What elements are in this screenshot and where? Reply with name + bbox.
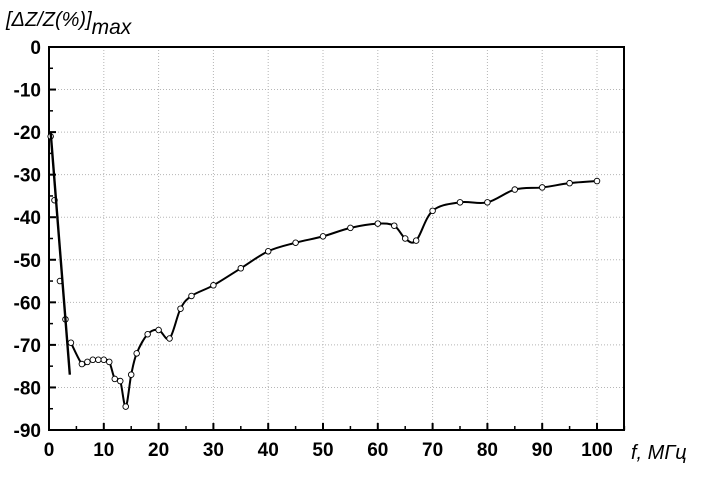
data-point [429, 207, 436, 215]
x-tick-label: 30 [203, 440, 224, 461]
x-tick-label: 60 [367, 440, 388, 461]
data-point [390, 222, 398, 229]
data-point [84, 358, 91, 366]
data-point [210, 282, 217, 289]
y-tick-label: -90 [14, 421, 41, 442]
data-point [511, 186, 519, 193]
y-tick-label: -70 [14, 336, 41, 357]
y-tick-label: -10 [14, 81, 41, 102]
x-tick-label: 80 [477, 440, 498, 461]
data-point [177, 305, 184, 312]
plot-frame [48, 46, 625, 431]
data-point [78, 360, 86, 368]
y-tick-label: -80 [14, 378, 41, 399]
x-tick-label: 10 [93, 440, 114, 461]
data-point [95, 356, 102, 364]
data-point [292, 239, 299, 247]
y-tick-label: -60 [14, 293, 41, 314]
data-point [188, 292, 195, 300]
data-point [106, 358, 113, 366]
y-tick-label: -30 [14, 166, 41, 187]
y-axis-title-subscript: max [92, 16, 133, 39]
data-point [89, 356, 97, 364]
data-point [319, 233, 327, 240]
y-tick-label: -20 [14, 123, 41, 144]
data-point [347, 224, 354, 232]
data-point [412, 237, 420, 244]
data-point [593, 177, 601, 185]
series-curve-0 [70, 180, 598, 408]
y-tick-label: -50 [14, 251, 41, 272]
data-point [67, 339, 75, 347]
data-point [144, 331, 151, 338]
axis-ticks [48, 46, 626, 431]
y-axis-title-main: [ΔZ/Z(%)] [5, 9, 92, 31]
data-point [155, 326, 162, 334]
data-point [122, 403, 129, 410]
x-tick-label: 50 [312, 440, 333, 461]
data-point [111, 375, 119, 383]
y-tick-labels: 0 -10 -20 -30 -40 -50 -60 -70 -80 -90 [14, 38, 41, 442]
x-axis-title: f, МГц [631, 442, 687, 464]
data-point [484, 199, 491, 206]
y-tick-label: -40 [14, 208, 41, 229]
series-line-1 [49, 132, 72, 375]
x-tick-label: 100 [581, 440, 613, 461]
data-point [456, 199, 464, 206]
data-point [566, 179, 573, 187]
x-tick-label: 0 [44, 440, 55, 461]
data-point [237, 265, 245, 272]
x-tick-label: 70 [422, 440, 443, 461]
x-tick-label: 40 [258, 440, 279, 461]
x-tick-label: 90 [532, 440, 553, 461]
x-tick-labels: 0 10 20 30 40 50 60 70 80 90 100 [44, 440, 613, 461]
y-tick-label: 0 [30, 38, 41, 59]
data-point [374, 220, 382, 227]
y-axis-title: [ΔZ/Z(%)]max [5, 9, 133, 39]
series-layer [47, 132, 601, 410]
data-point [133, 350, 140, 357]
data-point [116, 377, 124, 385]
data-point [401, 235, 409, 242]
data-point [100, 356, 108, 364]
x-tick-label: 20 [148, 440, 169, 461]
grid [49, 47, 624, 430]
data-point [166, 335, 173, 342]
data-point [127, 371, 135, 378]
data-point [538, 184, 546, 191]
data-point [264, 248, 272, 255]
